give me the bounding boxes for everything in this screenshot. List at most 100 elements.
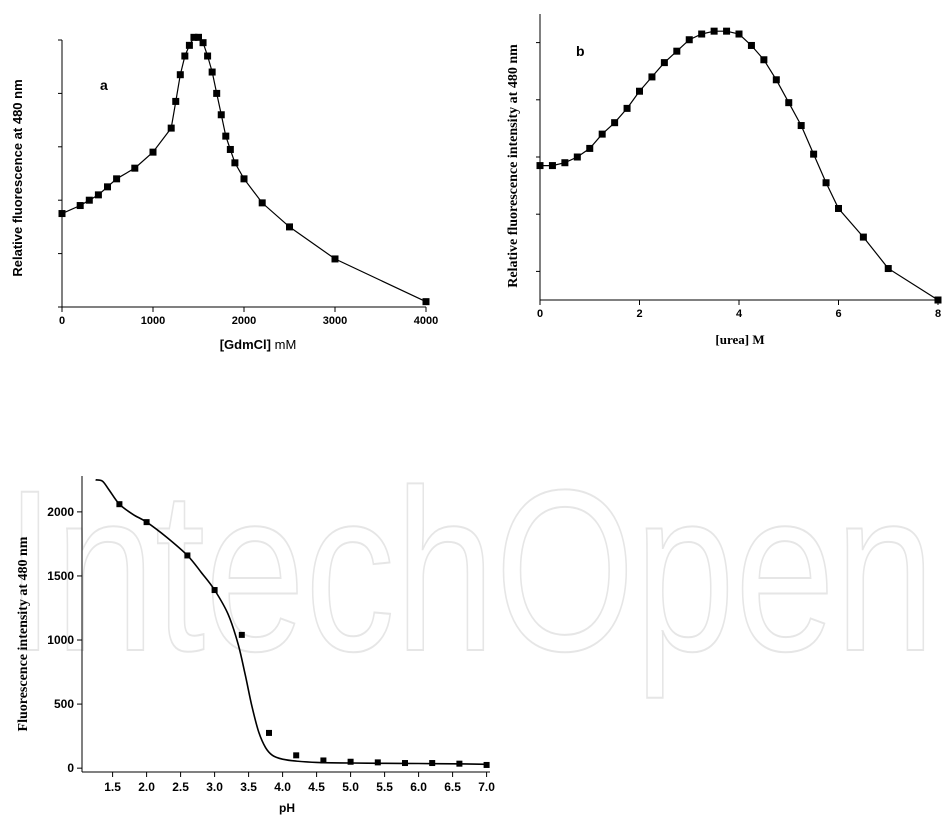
chart-c-x-tick-label: 4.0: [274, 780, 291, 794]
chart-b-data-point: [747, 41, 755, 49]
chart-c-x-tick-label: 5.0: [342, 780, 359, 794]
chart-a-panel-label: a: [100, 77, 108, 93]
chart-c-x-tick-label: 3.0: [206, 780, 223, 794]
chart-a-data-point: [226, 145, 234, 153]
chart-c-data-point: [374, 759, 381, 766]
chart-a-data-point: [113, 175, 121, 183]
chart-c-y-tick-label: 1500: [47, 569, 74, 583]
chart-b-data-point: [735, 30, 743, 38]
chart-a-data-point: [76, 202, 84, 210]
chart-a-data-point: [94, 191, 102, 199]
chart-a-data-point: [204, 52, 212, 60]
chart-a-data-point: [240, 175, 248, 183]
chart-c-x-tick-label: 1.5: [104, 780, 121, 794]
chart-a-data-point: [258, 199, 266, 207]
chart-c-data-point: [347, 758, 354, 765]
chart-c-data-point: [238, 631, 245, 638]
chart-a-data-point: [58, 210, 66, 218]
chart-b-data-point: [611, 119, 619, 127]
chart-c-data-point: [143, 519, 150, 526]
chart-panel-a: 0 1000 2000 3000 4000 a [GdmCl] mM Relative …: [10, 33, 438, 352]
chart-b-data-point: [698, 30, 706, 38]
chart-c-data-point: [483, 761, 490, 768]
chart-c-data-point: [266, 729, 272, 736]
chart-a-data-point: [213, 89, 221, 97]
chart-b-y-axis-label: Relative fluorescence intensity at 480 n…: [506, 44, 521, 288]
chart-c-data-point: [211, 587, 218, 594]
chart-c-data-point: [320, 757, 327, 764]
chart-c-x-tick-label: 2.5: [172, 780, 189, 794]
chart-a-data-point: [231, 159, 239, 167]
chart-a-data-point: [286, 223, 293, 231]
chart-c-y-tick-label: 2000: [47, 505, 74, 519]
chart-a-data-point: [149, 148, 157, 156]
chart-b-data-point: [760, 56, 768, 64]
chart-c-x-tick-label: 6.0: [410, 780, 427, 794]
chart-a-data-point: [190, 33, 198, 41]
chart-a-data-point: [331, 255, 339, 263]
chart-c-x-tick-label: 2.0: [138, 780, 155, 794]
chart-c-x-tick-label: 7.0: [478, 780, 495, 794]
chart-a-data-point: [85, 196, 93, 204]
chart-a-data-point: [104, 183, 111, 191]
chart-b-x-tick-label: 2: [636, 308, 642, 320]
chart-a-data-point: [172, 97, 180, 105]
chart-c-y-tick-label: 1000: [47, 633, 74, 647]
chart-a-data-point: [131, 164, 139, 172]
chart-b-panel-label: b: [576, 43, 585, 59]
chart-a-x-tick-label: 3000: [323, 315, 347, 327]
chart-c-x-tick-label: 5.5: [376, 780, 393, 794]
chart-a-x-tick-label: 2000: [232, 315, 256, 327]
chart-b-x-axis-label: [urea] M: [715, 332, 764, 347]
chart-c-x-tick-label: 4.5: [308, 780, 325, 794]
chart-b-x-tick-label: 0: [537, 308, 543, 320]
chart-c-y-tick-label: 0: [67, 761, 74, 775]
chart-b-data-point: [810, 150, 818, 158]
chart-b-data-point: [685, 36, 693, 44]
chart-b-data-point: [673, 47, 681, 55]
chart-a-x-axis-label-unit: mM: [271, 337, 296, 352]
chart-b-x-tick-label: 6: [835, 308, 841, 320]
chart-b-data-point: [859, 233, 867, 241]
chart-b-x-tick-label: 4: [736, 308, 743, 320]
chart-a-y-axis-label: Relative fluorescence at 480 nm: [10, 79, 25, 276]
chart-panel-b: 0 2 4 6 8 b [urea] M Relative fluorescence i…: [506, 14, 942, 347]
chart-b-data-point: [660, 59, 668, 67]
chart-a-data-point: [199, 39, 207, 47]
chart-b-data-point: [710, 27, 718, 35]
chart-b-series-line: [540, 30, 939, 301]
chart-c-y-tick-label: 500: [54, 697, 74, 711]
chart-b-data-point: [835, 204, 842, 212]
chart-a-data-point: [195, 33, 202, 41]
chart-b-data-point: [785, 99, 793, 107]
chart-a-data-point: [176, 71, 184, 79]
chart-b-data-point: [623, 104, 631, 112]
chart-a-data-point: [217, 111, 225, 119]
chart-a-x-tick-label: 4000: [414, 315, 438, 327]
chart-b-data-point: [636, 87, 643, 95]
chart-c-data-point: [184, 552, 191, 559]
chart-a-data-point: [167, 124, 175, 132]
chart-b-data-point: [934, 296, 942, 304]
chart-c-x-tick-label: 6.5: [444, 780, 461, 794]
chart-b-data-point: [648, 73, 656, 81]
chart-a-series-line: [61, 36, 427, 303]
chart-c-data-point: [293, 752, 300, 759]
chart-c-data-point: [116, 501, 123, 508]
chart-panel-c: 0 500 1000 1500 2000 1.5 2.0 2.5 3.0 3.5 4.0 4.5 5.…: [16, 476, 495, 815]
chart-c-x-tick-label: 3.5: [240, 780, 257, 794]
chart-c-data-point: [456, 760, 463, 767]
chart-b-data-point: [772, 76, 780, 84]
chart-a-data-point: [181, 52, 189, 60]
chart-b-data-point: [561, 159, 569, 167]
chart-c-y-axis-label: Fluorescence intensity at 480 nm: [16, 536, 31, 731]
chart-b-data-point: [573, 153, 581, 161]
chart-a-data-point: [422, 298, 430, 306]
chart-b-data-point: [822, 179, 830, 187]
chart-a-data-point: [208, 68, 216, 76]
chart-a-x-tick-label: 0: [59, 315, 65, 327]
chart-b-data-point: [797, 122, 805, 130]
chart-a-x-tick-label: 1000: [141, 315, 165, 327]
chart-b-x-tick-label: 8: [935, 308, 941, 320]
